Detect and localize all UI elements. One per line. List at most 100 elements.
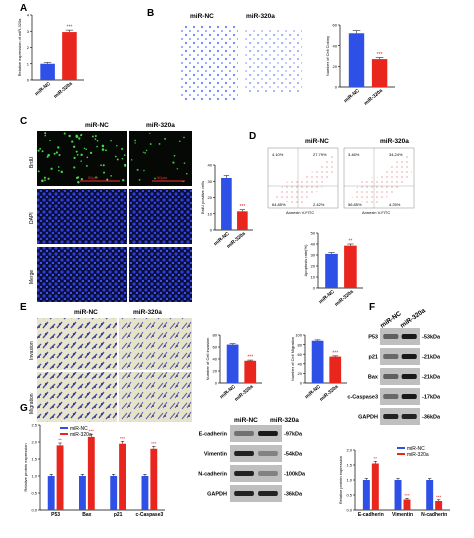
chart-g-xtick: p21	[114, 512, 123, 518]
blot-f-band	[383, 414, 399, 419]
chart-h-sig: ***	[404, 493, 410, 498]
chart-d-ytick: 0	[313, 286, 316, 291]
chart-g-sig: **	[58, 438, 62, 443]
chart-h-legend-label-nc: miR-NC	[407, 446, 425, 452]
migration-image-nc	[37, 372, 117, 422]
chart-d-bar-nc	[325, 253, 338, 288]
chart-e-migration-ytick: 100	[295, 333, 302, 338]
blot-f-kda-label: -36kDa	[422, 415, 441, 421]
blot-f-kda-label: -21kDa	[422, 375, 441, 381]
transwell-col-label-nc: miR-NC	[74, 309, 98, 316]
chart-e-migration-ytick: 40	[298, 362, 303, 367]
chart-e-migration-ytick: 0	[300, 381, 303, 386]
chart-c-ytick: 30	[208, 179, 213, 184]
chart-a-xtick: miR-320a	[53, 81, 74, 100]
chart-e-invasion-ytick: 60	[213, 345, 218, 350]
flow-cloud-mir	[351, 152, 412, 204]
chart-g-bar-nc	[110, 476, 118, 510]
chart-h-xtick: E-cadherin	[358, 512, 384, 518]
chart-b-xtick: miR-320a	[363, 88, 384, 107]
flow-nc-q1: 4.10%	[272, 152, 284, 157]
blot-f-band	[401, 394, 417, 399]
migration-image-mir	[119, 372, 192, 422]
flow-mir-q4: 4.25%	[389, 202, 401, 207]
chart-h-ytick: 1.5	[346, 463, 352, 468]
colony-label-nc: miR-NC	[190, 13, 214, 20]
panel-label-g: G	[20, 403, 28, 414]
chart-e-invasion-bar-mir	[244, 360, 257, 383]
chart-d-sig: **	[348, 239, 352, 245]
chart-c-ytick: 40	[208, 163, 213, 168]
blot-f-protein-label: c-Caspase3	[347, 395, 378, 401]
chart-g-ytick: 2.0	[31, 440, 37, 445]
chart-b-bar-mir	[371, 59, 388, 87]
chart-b-xtick: miR-NC	[343, 88, 361, 105]
blot-h-label-nc: miR-NC	[234, 417, 258, 424]
row-label-migration: Migration	[29, 393, 35, 414]
chart-h-legend-label-mir: miR-320a	[407, 452, 429, 458]
chart-e-migration-ylabel: Number of Cell Migration	[290, 337, 295, 381]
chart-b-ytick: 20	[333, 64, 338, 69]
chart-a-ytick: 4	[27, 13, 30, 18]
chart-b-bar-nc	[348, 33, 365, 87]
chart-g-legend-label-nc: miR-NC	[70, 426, 88, 432]
colony-image-nc	[180, 24, 238, 100]
chart-h-bar-mir	[435, 501, 443, 510]
chart-g-ytick: 2.5	[31, 423, 37, 428]
blot-f-protein-label: P53	[368, 335, 378, 341]
chart-d-ylabel: Apoptosis rate(%)	[303, 244, 308, 276]
chart-g-ytick: 0.0	[31, 508, 37, 513]
chart-e-invasion-xtick: miR-320a	[234, 384, 255, 403]
flow-mir-q1: 3.46%	[348, 152, 360, 157]
chart-g-xtick: Bax	[82, 512, 91, 518]
blot-f-band	[383, 354, 399, 359]
western-blot-f: P53 -53kDa p21 -21kDa Bax -21kDa c-Caspase3 -17…	[347, 328, 441, 425]
chart-e-migration-bar-mir	[329, 356, 342, 383]
chart-g-bar-nc	[141, 476, 149, 510]
brdu-signal-mir	[130, 132, 188, 183]
blot-h-protein-label: GAPDH	[207, 492, 227, 498]
chart-h-xtick: N-cadherin	[421, 512, 447, 518]
chart-b-ytick: 40	[333, 43, 338, 48]
chart-a: 0 1 2 3 4 Relative expression of miR-320a miR-…	[17, 13, 84, 100]
chart-e-migration-xtick: miR-320a	[319, 384, 340, 403]
blot-f-label-mir: miR-320a	[399, 307, 427, 330]
chart-b-ytick: 0	[335, 85, 338, 90]
chart-g-bar-nc	[79, 476, 86, 510]
chart-a-ytick: 2	[27, 45, 30, 50]
chart-g-xtick: c-Caspase3	[135, 512, 163, 518]
chart-g-xtick: P53	[51, 512, 60, 518]
brdu-col-label-mir: miR-320a	[146, 122, 175, 129]
chart-a-bar-mir	[62, 32, 77, 80]
chart-c-sig: ***	[239, 204, 245, 210]
chart-a-ytick: 3	[27, 29, 30, 34]
merge-image-mir	[129, 247, 192, 302]
transwell-col-label-mir: miR-320a	[133, 309, 162, 316]
blot-h-band	[258, 451, 278, 456]
chart-b: 0 20 40 60 Number of Cell Colony miR-NC *** miR…	[325, 23, 395, 107]
chart-e-invasion-ytick: 20	[213, 369, 218, 374]
chart-d-ytick: 10	[311, 275, 316, 280]
blot-h-kda-label: -97kDa	[284, 432, 303, 438]
chart-h-xtick: Vimentin	[392, 512, 413, 518]
chart-h-ytick: 0.5	[346, 493, 352, 498]
blot-f-band	[383, 394, 399, 399]
blot-f-protein-label: Bax	[368, 375, 379, 381]
chart-d-xtick: miR-320a	[334, 289, 355, 308]
flow-mir-q3: 56.85%	[348, 202, 362, 207]
flow-label-mir: miR-320a	[380, 138, 409, 145]
chart-d-bar-mir	[344, 245, 357, 288]
chart-e-invasion-bar-nc	[226, 344, 239, 383]
chart-a-ytick: 1	[27, 61, 30, 66]
chart-h-bar-nc	[362, 480, 370, 510]
chart-d-ytick: 20	[311, 264, 316, 269]
chart-g-bar-mir	[56, 445, 64, 510]
chart-e-migration-ytick: 20	[298, 371, 303, 376]
chart-b-sig: ***	[377, 52, 383, 58]
chart-c-ytick: 0	[210, 228, 213, 233]
blot-h-band	[258, 431, 278, 436]
blot-h-protein-label: N-cadherin	[198, 472, 227, 478]
chart-e-invasion-ytick: 40	[213, 357, 218, 362]
